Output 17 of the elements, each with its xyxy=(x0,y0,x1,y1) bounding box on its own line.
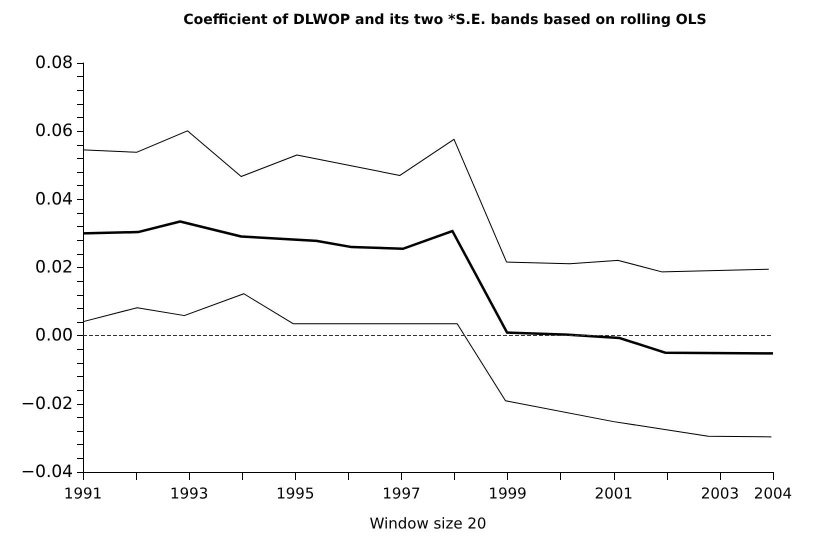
x-tick-label: 1993 xyxy=(170,484,208,502)
y-tick-label: 0.00 xyxy=(35,326,73,346)
x-tick-label: 2001 xyxy=(594,484,633,502)
y-tick-label: −0.02 xyxy=(20,394,73,414)
x-axis-title: Window size 20 xyxy=(370,514,486,532)
y-tick-label: 0.02 xyxy=(35,258,73,278)
y-tick-label: 0.06 xyxy=(35,121,73,142)
y-tick-label: −0.04 xyxy=(20,462,73,482)
y-tick-label: 0.08 xyxy=(35,53,73,73)
y-tick-label: 0.04 xyxy=(35,189,73,210)
x-tick-label: 1999 xyxy=(488,484,527,502)
x-tick-label: 2004 xyxy=(754,484,792,502)
chart-title: Coefficient of DLWOP and its two *S.E. bands based on rolling OLS xyxy=(183,12,707,28)
x-tick-label: 1991 xyxy=(64,484,102,502)
x-tick-label: 1997 xyxy=(382,484,421,502)
x-tick-label: 2003 xyxy=(700,484,740,502)
x-tick-label: 1995 xyxy=(276,484,314,502)
